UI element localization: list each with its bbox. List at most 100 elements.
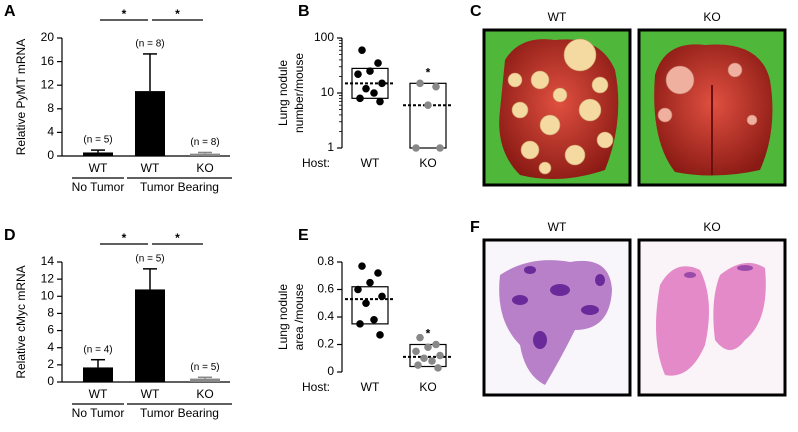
data-point <box>424 343 432 352</box>
data-point <box>376 97 384 106</box>
n-label: (n = 5) <box>135 253 164 264</box>
y-tick-label: 16 <box>41 54 55 68</box>
data-point <box>366 278 374 287</box>
data-point <box>356 320 364 328</box>
y-tick-label: 10 <box>41 288 55 302</box>
bar <box>190 378 220 382</box>
image-label: WT <box>548 220 567 234</box>
significance-label: * <box>426 65 431 79</box>
group-label: No Tumor <box>72 180 125 194</box>
bar <box>135 289 165 382</box>
x-prefix: Host: <box>302 156 330 170</box>
significance-label: * <box>122 7 127 21</box>
y-tick-label: 12 <box>41 271 55 285</box>
panel-letter: B <box>298 3 310 20</box>
x-tick-label: KO <box>419 380 436 394</box>
data-point <box>358 262 366 270</box>
data-point <box>358 46 366 55</box>
x-tick-label: WT <box>361 380 380 394</box>
histology-wt <box>482 238 632 397</box>
x-tick-label: WT <box>141 161 160 175</box>
data-point <box>428 357 436 365</box>
panel-letter: F <box>470 219 480 236</box>
box <box>351 286 389 325</box>
x-tick-label: WT <box>141 387 160 401</box>
y-tick-label: 0.6 <box>317 282 334 296</box>
data-point <box>354 285 362 294</box>
n-label: (n = 5) <box>190 362 219 373</box>
n-label: (n = 8) <box>190 137 219 148</box>
y-axis-label: Relative cMyc mRNA <box>14 265 28 378</box>
y-tick-label: 0 <box>327 364 334 378</box>
significance-label: * <box>175 231 180 245</box>
y-axis-label: area /mouse <box>292 283 306 350</box>
data-point <box>366 67 374 75</box>
bar <box>83 152 113 156</box>
data-point <box>370 315 378 324</box>
box <box>409 82 447 149</box>
panel-letter: D <box>4 227 16 244</box>
y-axis-label: Relative PyMT mRNA <box>14 39 28 155</box>
data-point <box>436 351 444 360</box>
y-tick-label: 1 <box>327 140 334 154</box>
panel-letter: E <box>298 227 309 244</box>
data-point <box>436 144 444 152</box>
y-tick-label: 4 <box>47 340 54 354</box>
data-point <box>412 144 420 152</box>
panel-letter: C <box>470 3 482 20</box>
data-point <box>420 354 428 363</box>
x-tick-label: WT <box>361 156 380 170</box>
y-tick-label: 6 <box>47 323 54 337</box>
data-point <box>434 364 442 372</box>
y-tick-label: 0.4 <box>317 309 334 323</box>
data-point <box>416 79 424 88</box>
y-tick-label: 4 <box>47 125 54 139</box>
photo-ko-lung <box>637 28 787 187</box>
y-tick-label: 8 <box>47 101 54 115</box>
image-label: KO <box>703 10 720 24</box>
y-tick-label: 10 <box>321 85 335 99</box>
data-point <box>414 361 422 369</box>
group-label: No Tumor <box>72 406 125 420</box>
data-point <box>378 79 386 88</box>
data-point <box>354 70 362 78</box>
group-label: Tumor Bearing <box>140 406 219 420</box>
bar <box>83 367 113 382</box>
y-tick-label: 0 <box>47 148 54 162</box>
x-prefix: Host: <box>302 380 330 394</box>
y-tick-label: 0.2 <box>317 337 334 351</box>
data-point <box>416 333 424 342</box>
x-tick-label: WT <box>89 161 108 175</box>
panel-letter: A <box>4 3 16 20</box>
group-label: Tumor Bearing <box>140 180 219 194</box>
y-tick-label: 14 <box>41 254 55 268</box>
photo-wt-lung <box>482 28 632 187</box>
data-point <box>432 82 440 91</box>
significance-label: * <box>426 327 431 341</box>
bar <box>135 91 165 156</box>
data-point <box>362 299 370 308</box>
y-axis-label: number/mouse <box>292 53 306 133</box>
image-label: KO <box>703 220 720 234</box>
x-tick-label: KO <box>419 156 436 170</box>
n-label: (n = 5) <box>83 135 112 146</box>
data-point <box>370 89 378 97</box>
data-point <box>424 101 432 110</box>
y-tick-label: 20 <box>41 30 55 44</box>
data-point <box>356 94 364 103</box>
bar <box>190 153 220 156</box>
image-label: WT <box>548 10 567 24</box>
data-point <box>362 84 370 93</box>
y-tick-label: 12 <box>41 77 55 91</box>
data-point <box>412 347 420 356</box>
data-point <box>432 340 440 349</box>
x-tick-label: KO <box>196 161 213 175</box>
significance-label: * <box>122 231 127 245</box>
significance-label: * <box>175 7 180 21</box>
data-point <box>378 292 386 301</box>
y-tick-label: 100 <box>314 30 334 44</box>
n-label: (n = 8) <box>135 39 164 50</box>
y-axis-label: Lung nodule <box>276 60 290 126</box>
x-tick-label: WT <box>89 387 108 401</box>
